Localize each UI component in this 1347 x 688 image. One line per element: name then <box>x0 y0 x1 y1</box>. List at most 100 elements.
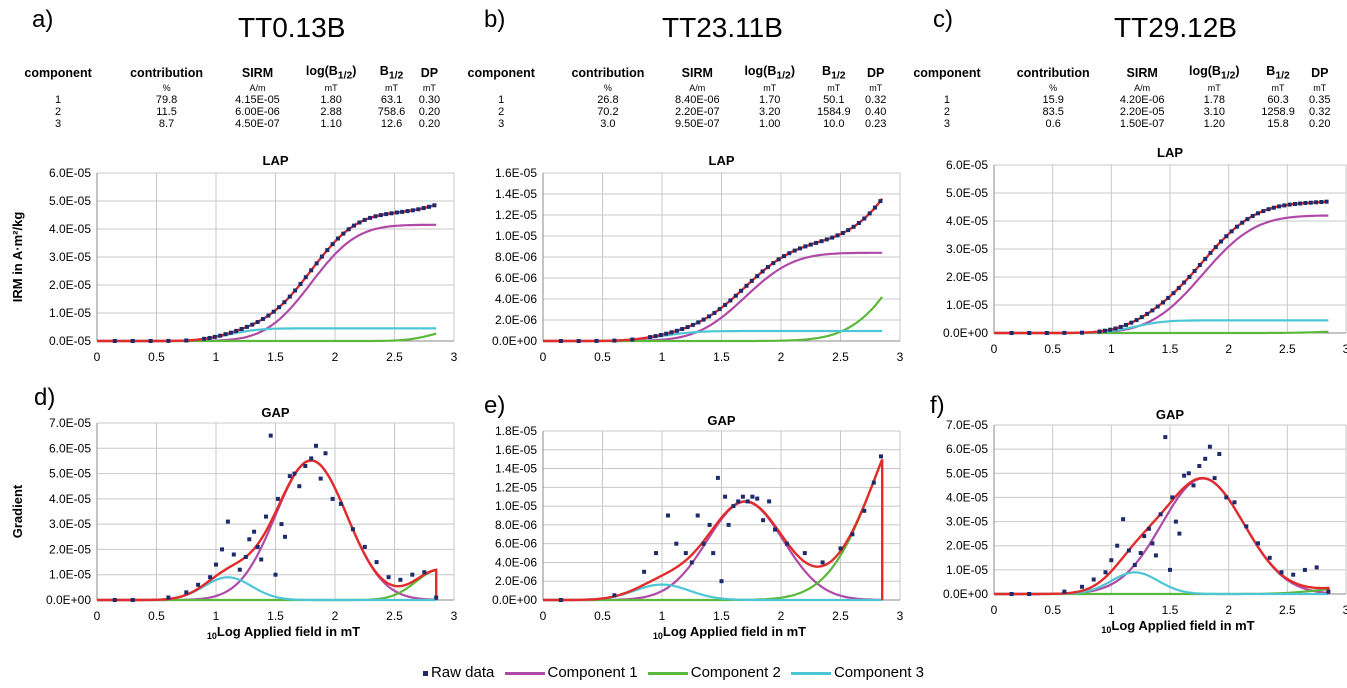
raw-data-point <box>1266 207 1271 212</box>
cell: 4.20E-06 <box>1119 93 1165 106</box>
raw-data-point <box>701 541 706 546</box>
x-tick-label: 1.5 <box>267 609 284 623</box>
y-tick-label: 4.0E-05 <box>49 492 91 506</box>
raw-data-point <box>1319 200 1324 204</box>
raw-data-point <box>266 313 271 318</box>
col-logb: log(B1/2) <box>1188 64 1240 82</box>
fit-line <box>543 458 884 602</box>
raw-data-point <box>1197 263 1202 267</box>
cell: 2.20E-07 <box>674 105 720 118</box>
y-tick-label: 0.0E-05 <box>49 334 91 348</box>
raw-data-point <box>1203 456 1208 461</box>
raw-data-point <box>352 223 356 228</box>
x-tick-label: 2 <box>332 609 339 623</box>
raw-data-point <box>362 217 367 222</box>
raw-data-point <box>728 298 733 303</box>
cell: 2 <box>55 105 62 118</box>
cell: 3 <box>498 117 505 130</box>
raw-data-point <box>784 541 789 546</box>
raw-data-point <box>1217 452 1222 456</box>
cell: 2.88 <box>320 105 342 118</box>
raw-data-point <box>674 328 679 333</box>
raw-data-point <box>1213 245 1218 250</box>
col-logb: log(B1/2) <box>305 64 357 82</box>
component-table-b: component contribution SIRM log(B1/2) B1… <box>450 64 892 130</box>
cell: 1.00 <box>759 117 781 130</box>
y-tick-label: 2.0E-06 <box>495 574 537 588</box>
raw-data-point <box>1298 201 1303 206</box>
raw-data-point <box>1062 589 1067 594</box>
x-tick-label: 2 <box>1225 603 1232 617</box>
raw-data-point <box>255 544 260 549</box>
y-tick-label: 8.0E-06 <box>495 518 537 532</box>
table-row: 2 83.5 2.20E-05 3.10 1258.9 0.32 <box>896 106 1336 118</box>
raw-data-point <box>653 334 658 339</box>
raw-data-point <box>630 337 635 342</box>
raw-data-point <box>871 480 876 485</box>
series-line-1 <box>994 477 1329 596</box>
raw-data-point <box>225 519 230 524</box>
y-tick-label: 5.0E-05 <box>49 467 91 481</box>
x-tick-label: 0.5 <box>594 609 611 623</box>
units-row: % A/m mT mT mT <box>896 82 1336 94</box>
raw-data-point <box>1256 211 1260 216</box>
raw-data-point <box>287 294 292 299</box>
raw-data-point <box>341 231 346 236</box>
raw-data-point <box>1027 592 1032 596</box>
y-tick-label: 3.0E-05 <box>946 515 988 529</box>
raw-data-point <box>1287 202 1292 207</box>
raw-data-point <box>1168 567 1172 572</box>
y-tick-label: 0.0E+00 <box>46 593 91 607</box>
raw-data-point <box>712 310 717 315</box>
series-line-3 <box>994 319 1329 335</box>
y-tick-label: 0.0E+00 <box>492 593 537 607</box>
y-tick-label: 1.0E-05 <box>49 568 91 582</box>
x-tick-label: 2 <box>778 350 785 364</box>
raw-data-point <box>558 339 563 343</box>
raw-data-point <box>218 333 223 338</box>
raw-data-point <box>374 560 379 565</box>
unit-b: mT <box>385 82 399 93</box>
panel-letter-d: d) <box>34 384 56 411</box>
x-tick-label: 1 <box>213 609 220 623</box>
cell: 1.10 <box>320 117 342 130</box>
raw-data-point <box>787 251 792 256</box>
raw-data-point <box>683 551 688 556</box>
cell: 9.50E-07 <box>674 117 720 130</box>
raw-data-point <box>275 496 280 501</box>
raw-data-point <box>838 546 843 551</box>
raw-data-point <box>130 598 135 602</box>
raw-data-point <box>318 476 323 481</box>
chart-title: GAP <box>261 405 290 420</box>
raw-data-point <box>1234 224 1239 229</box>
raw-data-point <box>112 339 117 343</box>
chart-title: GAP <box>707 413 736 428</box>
cell: 15.9 <box>1042 93 1064 106</box>
raw-data-point <box>1302 567 1307 572</box>
cell: 70.2 <box>597 105 619 118</box>
cell: 3.20 <box>759 105 781 118</box>
raw-data-point <box>184 590 189 595</box>
raw-data-point <box>1150 308 1155 313</box>
raw-data-point <box>740 494 745 499</box>
cell: 1.20 <box>1203 117 1225 130</box>
panel-letter-f: f) <box>930 392 945 419</box>
col-sirm: SIRM <box>241 65 274 80</box>
raw-data-point <box>166 595 171 600</box>
col-contribution: contribution <box>1016 65 1090 80</box>
raw-data-point <box>1166 295 1171 300</box>
raw-data-point <box>1177 531 1182 536</box>
table-row: 1 15.9 4.20E-06 1.78 60.3 0.35 <box>896 94 1336 106</box>
raw-data-point <box>410 208 415 213</box>
raw-data-point <box>314 443 318 448</box>
raw-data-point <box>223 332 228 337</box>
legend-line-c2 <box>647 671 688 675</box>
legend-c1: Component 1 <box>504 664 638 681</box>
x-axis-label: 10Log Applied field in mT <box>653 624 806 641</box>
raw-data-point <box>1182 280 1187 285</box>
cell: 6.00E-06 <box>235 105 280 118</box>
raw-data-point <box>612 593 617 598</box>
raw-data-point <box>1138 551 1143 555</box>
raw-data-point <box>745 499 750 504</box>
unit-logb: mT <box>1207 82 1221 93</box>
